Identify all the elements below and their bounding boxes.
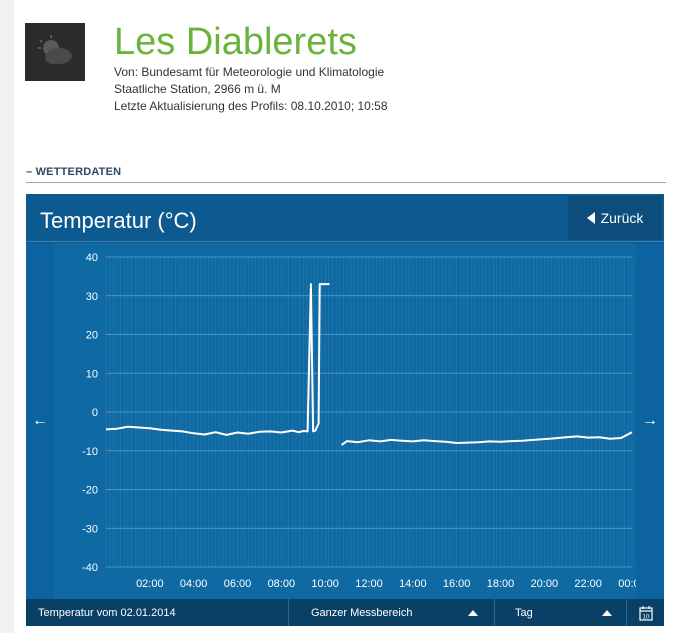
page-left-margin: [0, 0, 14, 633]
station-weather-icon: [25, 23, 85, 81]
chart-footer: Temperatur vom 02.01.2014 Ganzer Messber…: [26, 599, 664, 626]
chart-area: ← 40 30 20 10 0 -10 -20 -30 -40 02:00 04:00 06:00 08…: [26, 243, 664, 599]
x-tick-label: 04:00: [180, 578, 208, 590]
update-line: Letzte Aktualisierung des Profils: 08.10…: [114, 99, 388, 113]
x-tick-label: 02:00: [136, 578, 164, 590]
weather-panel: Temperatur (°C) Zurück ← 40 30 20 10 0 -10 -20…: [26, 194, 664, 626]
range-label: Ganzer Messbereich: [311, 606, 413, 619]
back-button[interactable]: Zurück: [568, 196, 662, 240]
source-line: Von: Bundesamt für Meteorologie und Klim…: [114, 65, 385, 79]
x-tick-label: 18:00: [487, 578, 515, 590]
y-tick-label: 10: [86, 368, 98, 380]
temperature-series-line: [105, 283, 330, 436]
x-tick-label: 12:00: [355, 578, 383, 590]
y-tick-label: -30: [82, 523, 98, 535]
temperature-series-line: [341, 431, 633, 446]
panel-title: Temperatur (°C): [40, 208, 197, 233]
y-tick-label: -20: [82, 485, 98, 497]
temperature-chart: 40 30 20 10 0 -10 -20 -30 -40 02:00 04:00 06:00 08:0…: [82, 252, 636, 590]
y-tick-label: 20: [86, 330, 98, 342]
x-tick-label: 20:00: [531, 578, 559, 590]
y-tick-label: -10: [82, 446, 98, 458]
interval-label: Tag: [515, 606, 533, 619]
previous-day-button[interactable]: ←: [26, 243, 54, 599]
y-tick-label: 40: [86, 252, 98, 264]
date-selector[interactable]: Temperatur vom 02.01.2014: [26, 599, 288, 626]
x-tick-label: 10:00: [311, 578, 339, 590]
x-tick-label: 16:00: [443, 578, 471, 590]
calendar-day-number: 10: [642, 614, 649, 620]
caret-up-icon: [602, 609, 612, 616]
calendar-icon: 10: [638, 605, 653, 621]
y-tick-label: 30: [86, 291, 98, 303]
x-tick-label: 14:00: [399, 578, 427, 590]
arrow-right-icon: →: [642, 412, 658, 429]
station-line: Staatliche Station, 2966 m ü. M: [114, 82, 281, 96]
y-tick-label: 0: [92, 407, 98, 419]
caret-up-icon: [468, 609, 478, 616]
x-tick-label: 06:00: [224, 578, 252, 590]
x-tick-label: 22:00: [574, 578, 602, 590]
arrow-left-icon: ←: [32, 412, 48, 429]
next-day-button[interactable]: →: [636, 243, 664, 599]
section-divider: [26, 182, 666, 183]
station-title: Les Diablerets: [114, 21, 357, 63]
back-button-label: Zurück: [600, 210, 644, 226]
y-tick-label: -40: [82, 562, 98, 574]
x-tick-label: 08:00: [268, 578, 296, 590]
x-tick-label: 00:00: [618, 578, 636, 590]
arrow-left-icon: [586, 212, 595, 224]
interval-selector[interactable]: Tag: [494, 599, 626, 626]
panel-header: Temperatur (°C) Zurück: [26, 194, 664, 242]
range-selector[interactable]: Ganzer Messbereich: [288, 599, 494, 626]
section-toggle-wetterdaten[interactable]: – WETTERDATEN: [26, 166, 122, 178]
date-label: Temperatur vom 02.01.2014: [38, 606, 176, 619]
calendar-button[interactable]: 10: [626, 599, 664, 626]
